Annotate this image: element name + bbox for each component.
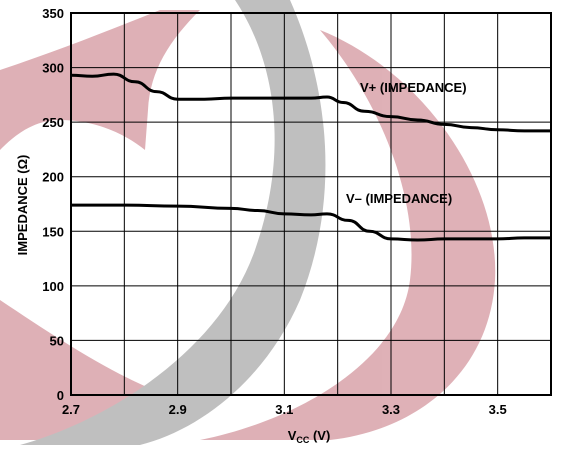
grid — [70, 12, 552, 396]
x-axis-ticks: 2.7 2.9 3.1 3.3 3.5 — [62, 402, 507, 417]
y-tick-label: 300 — [42, 61, 64, 76]
y-tick-label: 350 — [42, 6, 64, 21]
x-axis-title-unit: (V) — [309, 428, 330, 443]
watermark-red-arc — [200, 30, 496, 440]
x-tick-label: 2.9 — [169, 402, 187, 417]
series-line-vplus — [70, 72, 551, 133]
x-axis-title-subscript: CC — [296, 435, 309, 445]
series-line-vminus — [71, 203, 551, 242]
x-tick-label: 3.1 — [275, 402, 293, 417]
y-tick-label: 50 — [50, 333, 64, 348]
x-axis-title-main: V — [288, 428, 297, 443]
x-tick-label: 3.3 — [382, 402, 400, 417]
y-tick-label: 100 — [42, 279, 64, 294]
watermark-gray-arc — [20, 0, 326, 445]
watermark-red-shape — [0, 10, 200, 150]
x-tick-label: 3.5 — [489, 402, 507, 417]
series-label-vminus: V– (IMPEDANCE) — [346, 191, 452, 206]
y-axis-title: IMPEDANCE (Ω) — [15, 155, 30, 256]
y-axis-ticks: 0 50 100 150 200 250 300 350 — [42, 6, 64, 403]
series-layer — [70, 72, 551, 242]
x-tick-label: 2.7 — [62, 402, 80, 417]
y-tick-label: 250 — [42, 115, 64, 130]
x-axis-title: VCC (V) — [288, 428, 331, 445]
watermark-logo — [0, 0, 496, 445]
y-tick-label: 200 — [42, 170, 64, 185]
series-label-vplus: V+ (IMPEDANCE) — [360, 80, 467, 95]
y-tick-label: 150 — [42, 224, 64, 239]
y-tick-label: 0 — [57, 388, 64, 403]
